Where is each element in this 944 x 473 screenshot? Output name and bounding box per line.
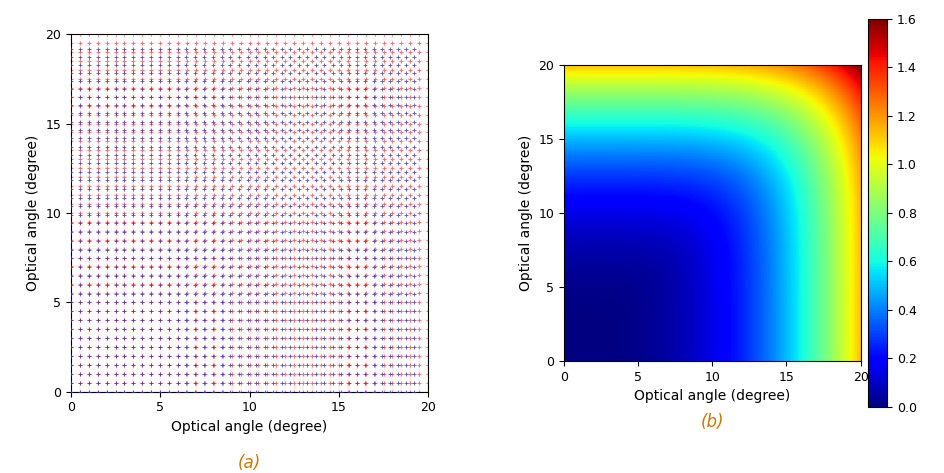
X-axis label: Optical angle (degree): Optical angle (degree) bbox=[171, 420, 328, 434]
Text: (b): (b) bbox=[700, 413, 723, 431]
Text: (a): (a) bbox=[238, 454, 261, 472]
Y-axis label: Optical angle (degree): Optical angle (degree) bbox=[518, 135, 532, 291]
X-axis label: Optical angle (degree): Optical angle (degree) bbox=[633, 389, 789, 403]
Y-axis label: Optical angle (degree): Optical angle (degree) bbox=[25, 135, 40, 291]
